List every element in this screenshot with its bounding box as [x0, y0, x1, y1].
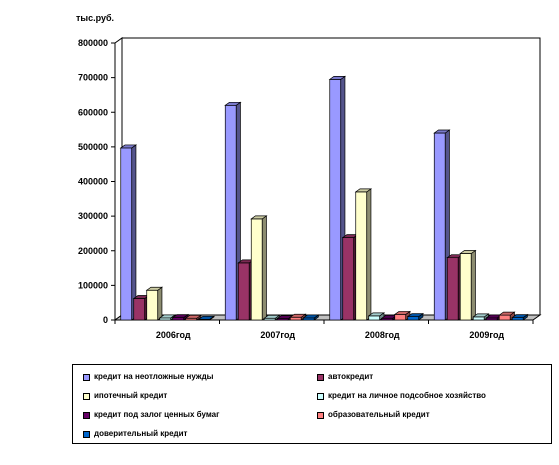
bar-top	[119, 144, 138, 149]
legend-label: автокредит	[328, 372, 374, 381]
bar	[459, 253, 472, 321]
legend-label: доверительный кредит	[94, 429, 188, 438]
y-axis-unit-label: тыс.руб.	[76, 13, 115, 23]
bar-top	[328, 76, 347, 80]
bar	[355, 191, 368, 321]
bar	[289, 316, 302, 321]
bar	[511, 317, 524, 321]
bar	[433, 132, 446, 321]
bar-side	[261, 215, 267, 321]
legend-swatch	[317, 374, 324, 381]
bar	[342, 237, 355, 321]
bar	[407, 316, 420, 321]
bar-top	[302, 314, 320, 319]
bar	[394, 314, 407, 321]
bar-top	[498, 311, 516, 316]
y-tick-label: 100000	[78, 280, 108, 290]
bar-top	[289, 313, 307, 318]
bar	[237, 262, 250, 321]
bar	[120, 147, 133, 321]
bar-top	[433, 129, 451, 134]
x-tick-label: 2007год	[260, 330, 295, 340]
bar-top	[393, 311, 412, 315]
y-tick-label: 600000	[78, 107, 108, 117]
legend-swatch	[83, 393, 90, 400]
bar	[472, 316, 485, 321]
bar	[368, 315, 381, 321]
legend-swatch	[83, 412, 90, 419]
chart-legend: кредит на неотложные нужды автокредит ип…	[72, 364, 552, 444]
bar-top	[472, 313, 490, 318]
bar	[446, 257, 459, 321]
legend-swatch	[317, 393, 324, 400]
bar	[250, 218, 263, 321]
x-tick-label: 2006год	[156, 330, 191, 340]
bar-top	[197, 315, 216, 320]
y-tick-label: 300000	[78, 211, 108, 221]
y-tick-label: 200000	[78, 246, 108, 256]
bar-side	[470, 249, 476, 321]
bar-side	[366, 188, 372, 321]
bar-top	[158, 314, 177, 319]
bar-top	[171, 314, 190, 318]
bar-top	[145, 286, 164, 291]
legend-label: ипотечный кредит	[94, 391, 168, 400]
bar	[172, 317, 185, 321]
bar-top	[263, 314, 281, 319]
bar-top	[406, 313, 425, 317]
bar	[133, 298, 146, 321]
bar	[146, 289, 159, 321]
legend-label: кредит на неотложные нужды	[94, 372, 214, 381]
x-tick-label: 2009год	[469, 330, 504, 340]
y-tick-label: 700000	[78, 73, 108, 83]
x-tick-label: 2008год	[365, 330, 400, 340]
bar-side	[157, 286, 163, 321]
bar-top	[184, 314, 203, 319]
y-tick-label: 800000	[78, 38, 108, 48]
legend-swatch	[317, 412, 324, 419]
legend-label: кредит под залог ценных бумаг	[94, 410, 220, 419]
bar-top	[367, 312, 386, 317]
bar	[329, 79, 342, 321]
y-tick-label: 0	[103, 315, 108, 325]
bar	[224, 104, 237, 321]
bar-top	[224, 101, 242, 106]
y-tick-label: 400000	[78, 177, 108, 187]
bar-top	[354, 188, 373, 193]
bar	[498, 314, 511, 321]
legend-swatch	[83, 374, 90, 381]
bar-top	[511, 314, 529, 318]
bar-top	[250, 215, 268, 220]
bar-side	[131, 144, 137, 321]
bar-top	[459, 250, 477, 254]
legend-label: кредит на личное подсобное хозяйство	[328, 391, 486, 400]
legend-label: образовательный кредит	[328, 410, 430, 419]
legend-swatch	[83, 431, 90, 438]
y-tick-label: 500000	[78, 142, 108, 152]
